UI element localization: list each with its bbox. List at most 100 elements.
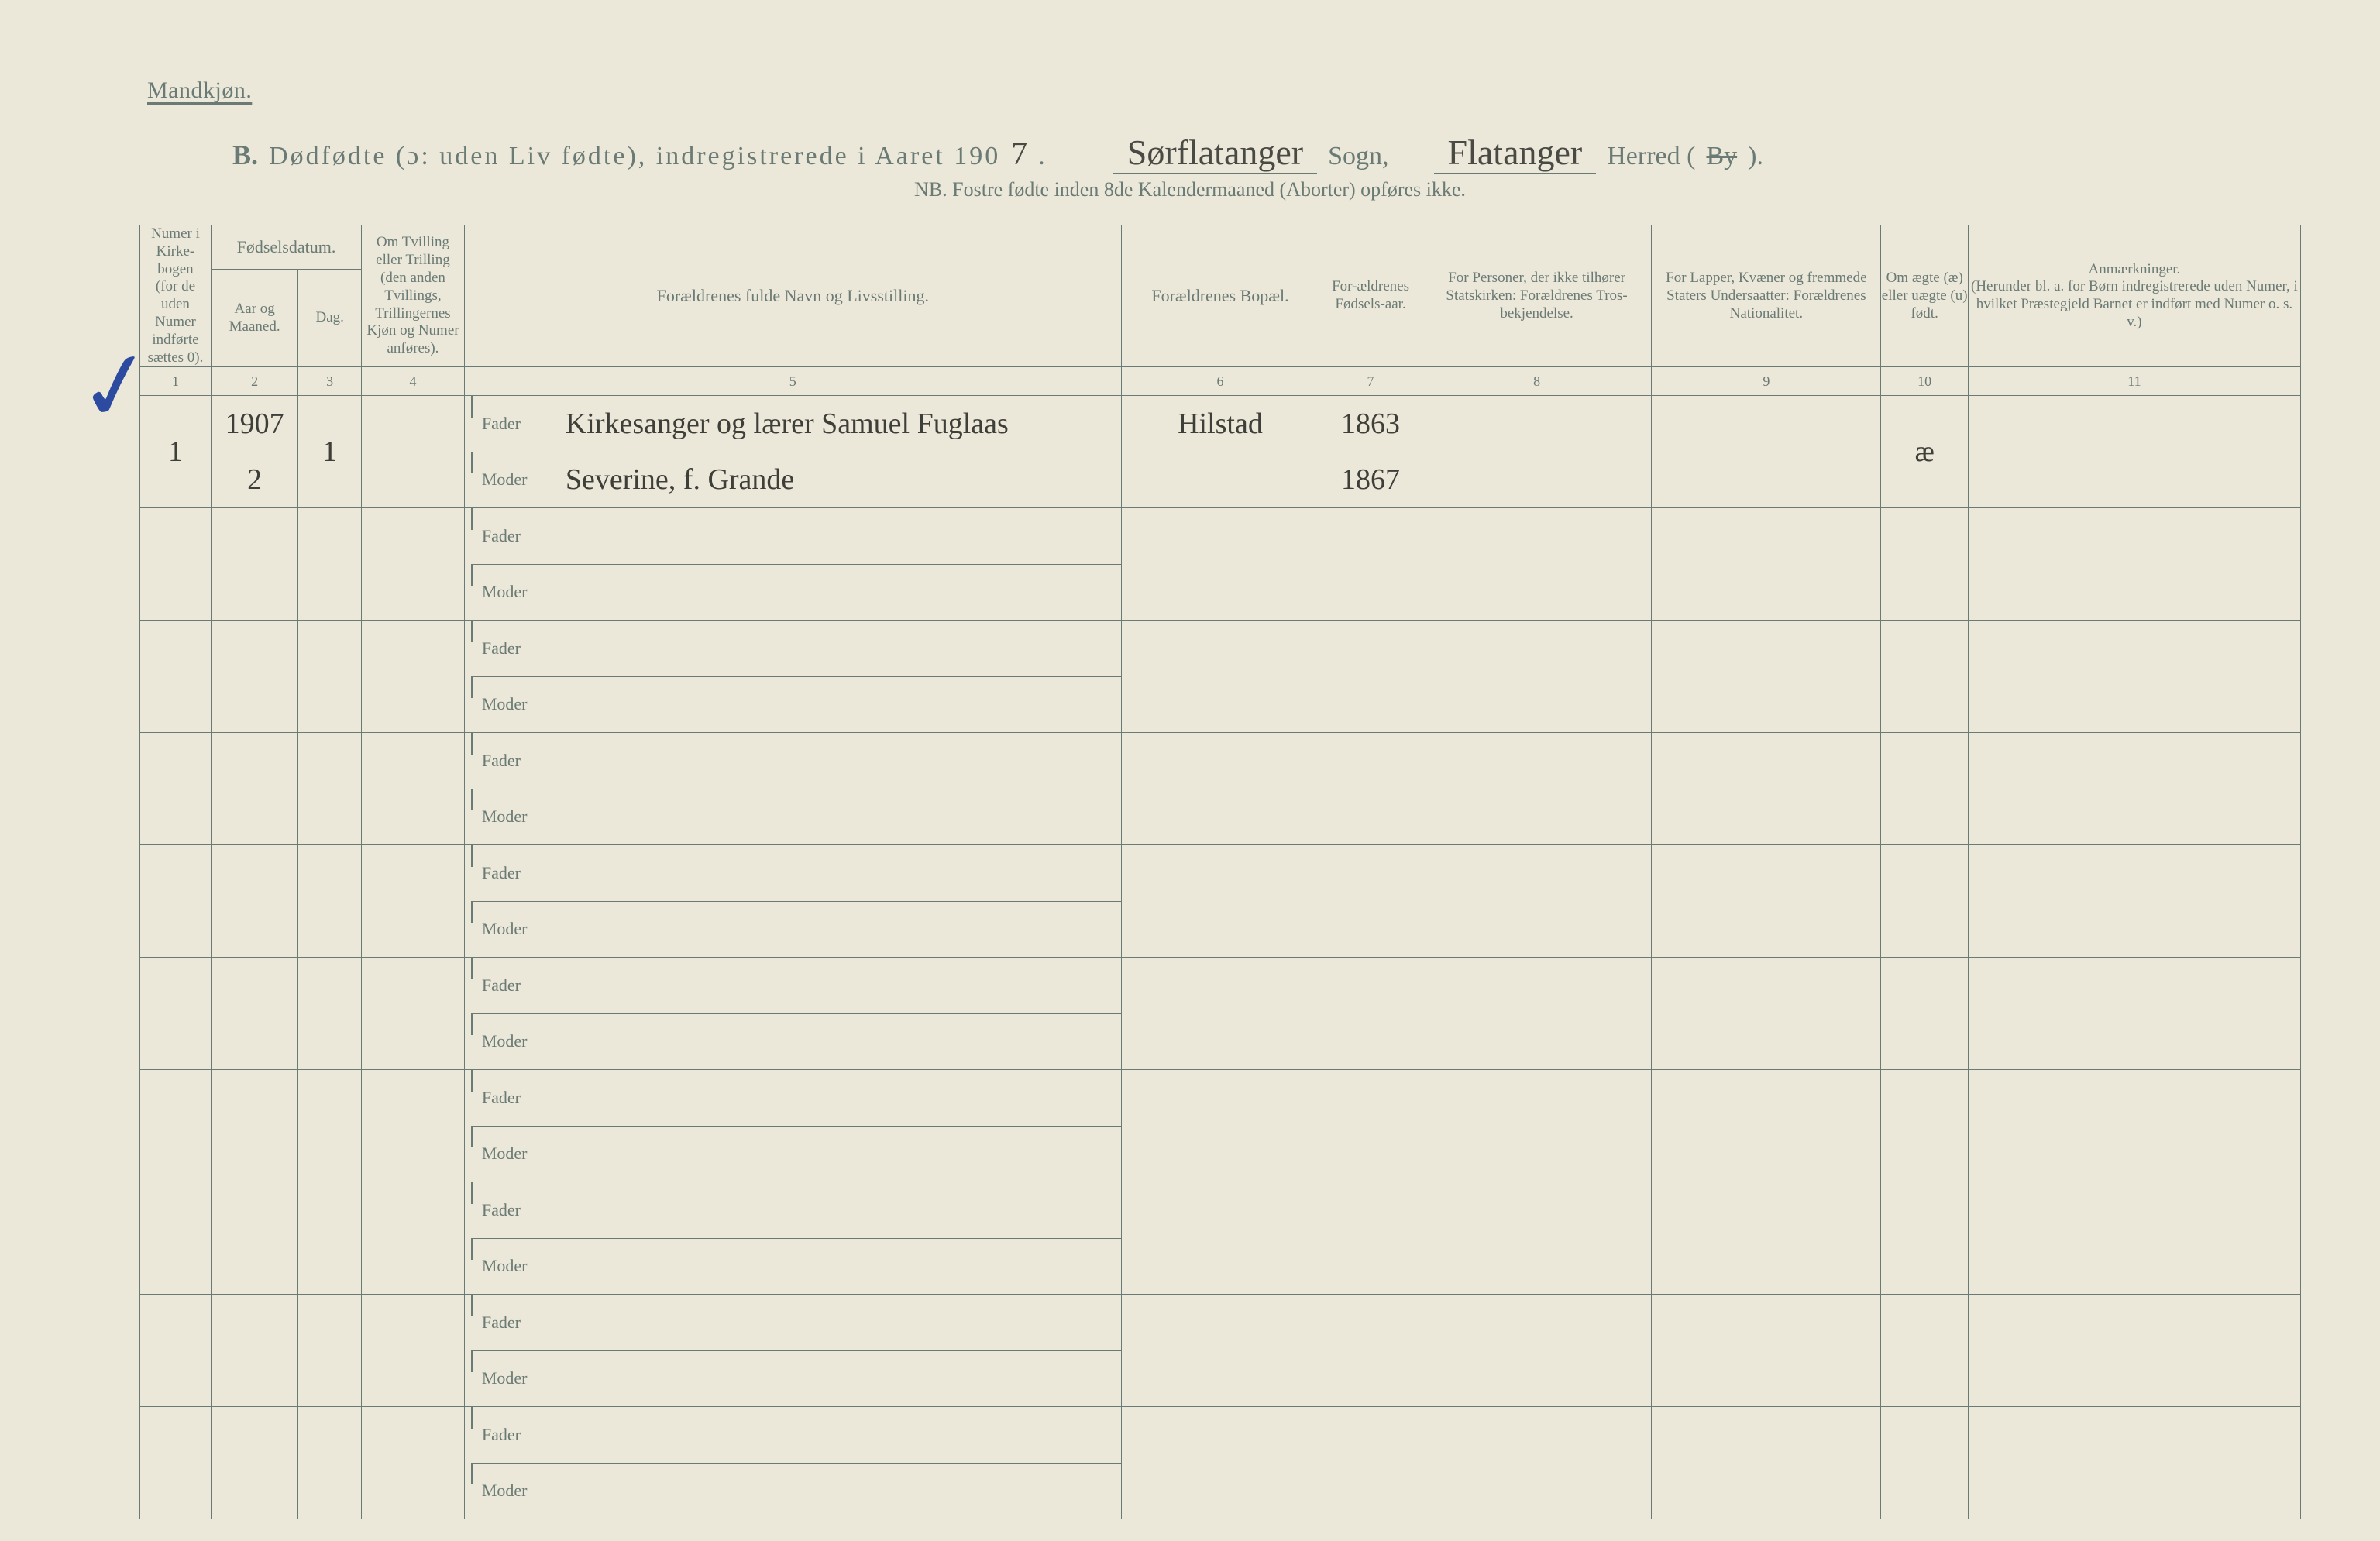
cell-father: Fader xyxy=(464,733,1121,789)
cell-year xyxy=(211,958,298,1014)
cell-father: Fader xyxy=(464,1182,1121,1239)
cell-month xyxy=(211,1013,298,1070)
cell-mother-year xyxy=(1319,1350,1422,1407)
cell-father-year xyxy=(1319,621,1422,677)
cell-mother-year xyxy=(1319,901,1422,958)
cell-tros xyxy=(1422,733,1651,845)
cell-father-year xyxy=(1319,733,1422,789)
cell-remarks xyxy=(1968,396,2300,508)
cell-aegte xyxy=(1881,958,1968,1070)
hdr-c5: Forældrenes fulde Navn og Livsstilling. xyxy=(464,225,1121,367)
cell-month xyxy=(211,901,298,958)
cell-num xyxy=(140,1070,212,1182)
cell-mother-year xyxy=(1319,1013,1422,1070)
cell-remarks xyxy=(1968,1182,2300,1295)
colnum-11: 11 xyxy=(1968,367,2300,396)
year-suffix: 7 xyxy=(1011,136,1027,173)
herred-value: Flatanger xyxy=(1434,132,1597,174)
cell-bopael-2 xyxy=(1121,1350,1319,1407)
cell-num xyxy=(140,958,212,1070)
cell-mother-year xyxy=(1319,676,1422,733)
colnum-6: 6 xyxy=(1121,367,1319,396)
cell-twin xyxy=(362,508,465,621)
cell-num xyxy=(140,845,212,958)
cell-day xyxy=(298,958,362,1070)
cell-remarks xyxy=(1968,958,2300,1070)
cell-bopael xyxy=(1121,508,1319,565)
cell-year: 1907 xyxy=(211,396,298,452)
cell-mother: Moder xyxy=(464,564,1121,621)
cell-twin xyxy=(362,1182,465,1295)
cell-mother: Moder xyxy=(464,1126,1121,1182)
cell-aegte xyxy=(1881,733,1968,845)
cell-year xyxy=(211,1182,298,1239)
cell-year xyxy=(211,1407,298,1464)
table-row: Fader xyxy=(140,1407,2301,1464)
cell-father-year xyxy=(1319,1407,1422,1464)
table-row: Fader xyxy=(140,621,2301,677)
cell-day xyxy=(298,733,362,845)
hdr-c10: Om ægte (æ) eller uægte (u) født. xyxy=(1881,225,1968,367)
cell-mother: ModerSeverine, f. Grande xyxy=(464,452,1121,508)
cell-bopael-2 xyxy=(1121,452,1319,508)
cell-nat xyxy=(1652,845,1881,958)
cell-month xyxy=(211,1126,298,1182)
cell-bopael xyxy=(1121,621,1319,677)
cell-bopael-2 xyxy=(1121,1463,1319,1519)
cell-mother-year: 1867 xyxy=(1319,452,1422,508)
cell-day xyxy=(298,508,362,621)
table-row: Fader xyxy=(140,845,2301,902)
cell-mother: Moder xyxy=(464,676,1121,733)
cell-father-year xyxy=(1319,1295,1422,1351)
cell-bopael-2 xyxy=(1121,901,1319,958)
cell-bopael xyxy=(1121,845,1319,902)
table-row: Fader xyxy=(140,1070,2301,1127)
cell-twin xyxy=(362,733,465,845)
cell-twin xyxy=(362,1070,465,1182)
cell-tros xyxy=(1422,845,1651,958)
cell-bopael-2 xyxy=(1121,1238,1319,1295)
cell-num xyxy=(140,1295,212,1407)
cell-remarks xyxy=(1968,733,2300,845)
colnum-2: 2 xyxy=(211,367,298,396)
cell-mother-year xyxy=(1319,564,1422,621)
cell-day xyxy=(298,1070,362,1182)
colnum-5: 5 xyxy=(464,367,1121,396)
cell-nat xyxy=(1652,508,1881,621)
cell-num xyxy=(140,621,212,733)
cell-day xyxy=(298,1182,362,1295)
hdr-c9: For Lapper, Kvæner og fremmede Staters U… xyxy=(1652,225,1881,367)
cell-mother-year xyxy=(1319,1126,1422,1182)
cell-year xyxy=(211,1295,298,1351)
cell-month xyxy=(211,1238,298,1295)
cell-nat xyxy=(1652,958,1881,1070)
cell-bopael xyxy=(1121,1407,1319,1464)
hdr-c4: Om Tvilling eller Trilling (den anden Tv… xyxy=(362,225,465,367)
cell-father-year xyxy=(1319,958,1422,1014)
cell-bopael-2 xyxy=(1121,676,1319,733)
cell-mother: Moder xyxy=(464,1238,1121,1295)
hdr-c6: Forældrenes Bopæl. xyxy=(1121,225,1319,367)
cell-bopael-2 xyxy=(1121,789,1319,845)
cell-mother: Moder xyxy=(464,1013,1121,1070)
table-row: Fader xyxy=(140,508,2301,565)
cell-month xyxy=(211,1350,298,1407)
cell-aegte xyxy=(1881,1295,1968,1407)
cell-year xyxy=(211,621,298,677)
cell-num: 1 xyxy=(140,396,212,508)
cell-num xyxy=(140,1182,212,1295)
colnum-4: 4 xyxy=(362,367,465,396)
cell-bopael xyxy=(1121,1070,1319,1127)
hdr-c2-3-top: Fødselsdatum. xyxy=(211,225,361,270)
hdr-c8: For Personer, der ikke tilhører Statskir… xyxy=(1422,225,1651,367)
cell-aegte xyxy=(1881,508,1968,621)
cell-num xyxy=(140,733,212,845)
cell-bopael: Hilstad xyxy=(1121,396,1319,452)
cell-tros xyxy=(1422,508,1651,621)
cell-aegte: æ xyxy=(1881,396,1968,508)
cell-nat xyxy=(1652,1407,1881,1519)
colnum-9: 9 xyxy=(1652,367,1881,396)
cell-nat xyxy=(1652,1295,1881,1407)
table-header: Numer i Kirke-bogen(for de uden Numer in… xyxy=(140,225,2301,396)
cell-aegte xyxy=(1881,1070,1968,1182)
